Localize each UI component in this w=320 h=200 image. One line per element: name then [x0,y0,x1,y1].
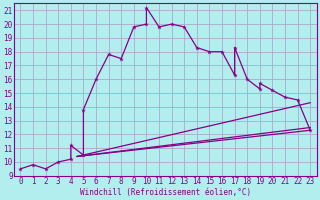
X-axis label: Windchill (Refroidissement éolien,°C): Windchill (Refroidissement éolien,°C) [80,188,251,197]
